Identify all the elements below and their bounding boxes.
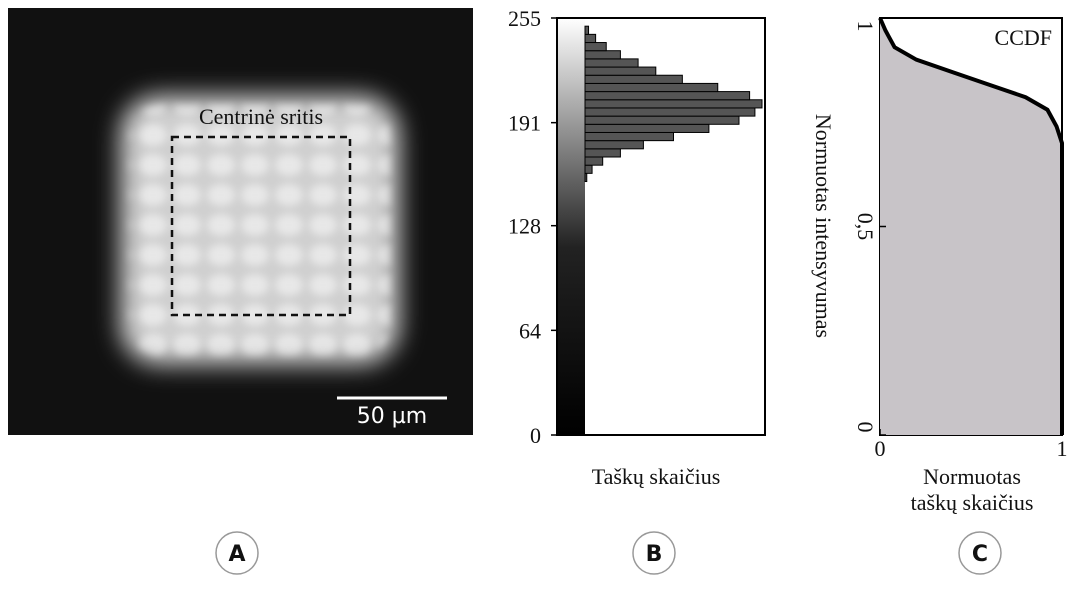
y-tick-label: 0 [853, 422, 878, 433]
x-tick-label: 1 [1057, 436, 1067, 461]
bar [585, 26, 589, 34]
bar [585, 75, 682, 83]
bar [585, 43, 606, 51]
y-axis-label: Normuotas intensyvumas [811, 114, 836, 338]
bar [585, 124, 709, 132]
bar [585, 173, 587, 181]
bar [585, 67, 656, 75]
figure: Centrinė sritis 50 µm A B C 0 64 128 191 255… [0, 0, 1067, 590]
region-label: Centrinė sritis [199, 104, 323, 129]
x-axis-label: Normuotas [923, 464, 1021, 489]
y-tick-label: 255 [508, 6, 541, 31]
y-tick-label: 64 [519, 318, 541, 343]
bar [585, 132, 674, 140]
annotation: CCDF [995, 25, 1052, 50]
y-tick-label: 0,5 [853, 213, 878, 241]
microscope-image: Centrinė sritis 50 µm [8, 8, 473, 435]
bar [585, 149, 620, 157]
colorbar [557, 18, 585, 435]
bar [585, 165, 592, 173]
y-tick-label: 1 [853, 21, 878, 32]
x-axis-label: Taškų skaičius [592, 464, 721, 489]
bar [585, 51, 620, 59]
panel-label: A [228, 542, 245, 567]
scale-bar-label: 50 µm [357, 404, 427, 429]
panel-label: C [972, 542, 988, 567]
panel-labels: A B C [216, 532, 1001, 574]
bar [585, 116, 739, 124]
y-tick-label: 0 [530, 423, 541, 448]
x-tick-label: 0 [875, 436, 886, 461]
bar [585, 83, 718, 91]
y-tick-label: 128 [508, 214, 541, 239]
x-axis-label: taškų skaičius [911, 490, 1034, 515]
bar [585, 59, 638, 67]
bar [585, 34, 596, 42]
bar [585, 92, 750, 100]
bar [585, 100, 762, 108]
bar [585, 157, 603, 165]
bar [585, 141, 643, 149]
bar [585, 108, 755, 116]
panel-label: B [646, 542, 663, 567]
y-tick-label: 191 [508, 111, 541, 136]
